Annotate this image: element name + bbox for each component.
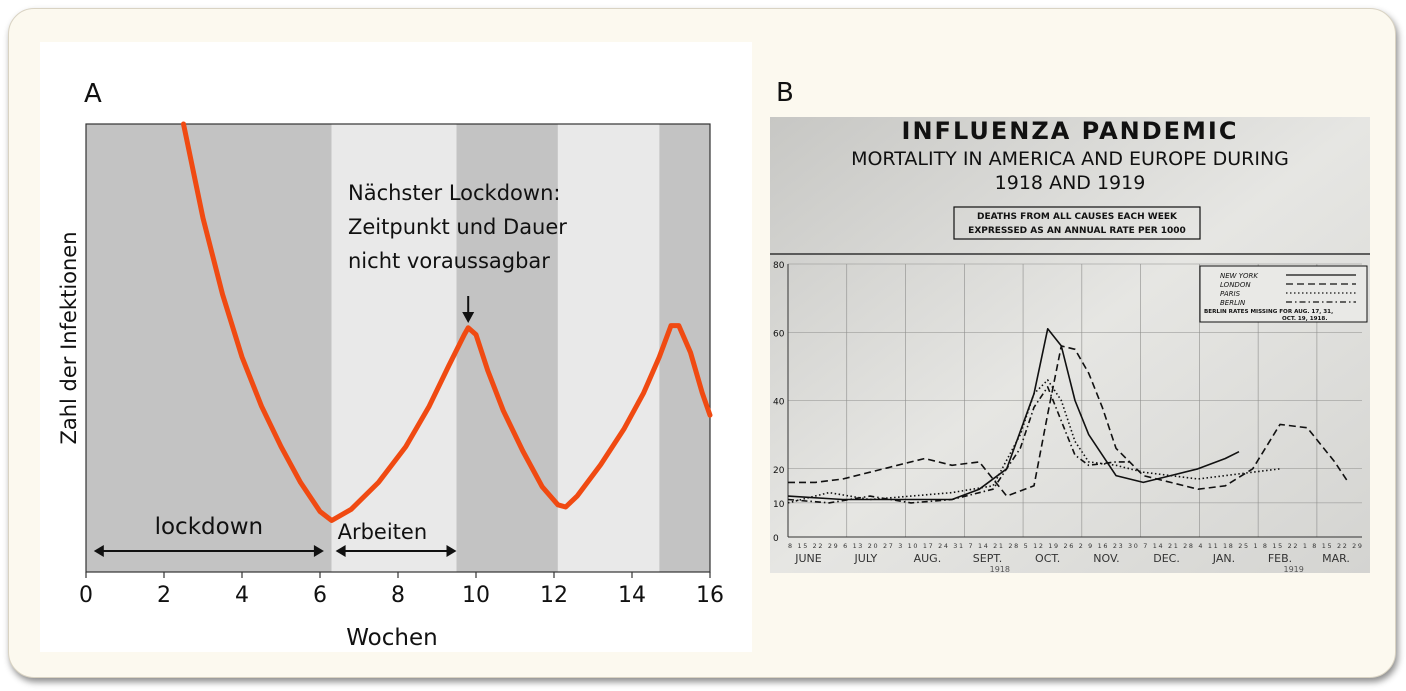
y-tick-label: 80 [773, 261, 785, 271]
x-tick-label: 6 [313, 583, 327, 608]
span-arrow-left [335, 545, 346, 557]
legend-label: BERLIN [1220, 299, 1246, 307]
chart-b-subtitle-1: MORTALITY IN AMERICA AND EUROPE DURING [851, 148, 1289, 170]
band-dark [86, 124, 332, 572]
chart-b: INFLUENZA PANDEMIC MORTALITY IN AMERICA … [770, 117, 1370, 573]
y-tick-label: 10 [773, 500, 785, 510]
month-label: JAN. [1212, 552, 1235, 565]
x-tick-label: 14 [618, 583, 646, 608]
band-dark [456, 124, 558, 572]
annotation-line: Zeitpunkt und Dauer [348, 215, 567, 239]
month-label: AUG. [914, 552, 942, 565]
historical-chart-photo: INFLUENZA PANDEMIC MORTALITY IN AMERICA … [770, 117, 1370, 573]
band-dark [659, 124, 710, 572]
band-light [331, 124, 457, 572]
panel-b-label: B [776, 78, 794, 108]
x-tick-label: 10 [462, 583, 490, 608]
y-tick-label: 20 [773, 466, 785, 476]
year-label: 1918 [990, 565, 1010, 573]
span-arrow-right [446, 545, 457, 557]
month-label: NOV. [1093, 552, 1119, 565]
month-label: JULY [854, 552, 878, 565]
chart-b-box-line-1: DEATHS FROM ALL CAUSES EACH WEEK [977, 212, 1178, 222]
annotation-next-lockdown: Nächster Lockdown: Zeitpunkt und Dauer nic… [348, 181, 567, 273]
x-tick-label: 2 [157, 583, 171, 608]
legend-label: NEW YORK [1220, 272, 1259, 280]
legend-label: LONDON [1220, 281, 1251, 289]
arrow-head [462, 312, 475, 323]
infection-curve [181, 121, 713, 523]
span-arrow-right [313, 545, 324, 557]
chart-b-subtitle-2: 1918 AND 1919 [995, 172, 1146, 194]
year-label: 1919 [1283, 565, 1303, 573]
y-axis-label: Zahl der Infektionen [57, 231, 81, 444]
series-london [788, 345, 1349, 497]
month-label: JUNE [794, 552, 822, 565]
band-light [557, 124, 660, 572]
annotation-line: nicht voraussagbar [348, 249, 550, 273]
x-tick-label: 0 [79, 583, 93, 608]
annotation-line: Nächster Lockdown: [348, 181, 560, 205]
month-label: DEC. [1153, 552, 1180, 565]
legend-note-2: OCT. 19, 1918. [1282, 316, 1327, 322]
annotation-arrow [462, 296, 475, 323]
month-label: MAR. [1322, 552, 1350, 565]
x-axis-label: Wochen [346, 625, 437, 651]
span-label-arbeiten: Arbeiten [338, 520, 428, 544]
x-day-labels: 8 15 22 29 6 13 20 27 3 10 17 24 31 7 14… [788, 542, 1362, 550]
x-tick-label: 8 [391, 583, 405, 608]
chart-b-box-line-2: EXPRESSED AS AN ANNUAL RATE PER 1000 [968, 226, 1186, 236]
legend-label: PARIS [1220, 290, 1241, 298]
x-tick-label: 12 [540, 583, 568, 608]
y-tick-label: 40 [773, 398, 785, 408]
month-label: SEPT. [973, 552, 1002, 565]
chart-b-box [953, 206, 1201, 240]
y-tick-label: 0 [773, 534, 779, 544]
span-label-lockdown: lockdown [155, 514, 264, 540]
legend-note-1: BERLIN RATES MISSING FOR AUG. 17, 31, [1204, 309, 1333, 315]
series-paris [787, 379, 1281, 504]
month-label: OCT. [1035, 552, 1060, 565]
chart-b-title: INFLUENZA PANDEMIC [902, 117, 1239, 145]
month-label: FEB. [1268, 552, 1292, 565]
x-tick-label: 16 [696, 583, 724, 608]
x-tick-label: 4 [235, 583, 249, 608]
span-arrow-left [93, 545, 104, 557]
panel-a-label: A [84, 79, 102, 109]
panel-a: A 0 2 4 6 8 10 12 14 16 Zahl der Infektionen Woc… [40, 42, 752, 652]
y-tick-label: 60 [773, 329, 785, 339]
chart-a: A 0 2 4 6 8 10 12 14 16 Zahl der Infektionen Woc… [57, 79, 724, 651]
